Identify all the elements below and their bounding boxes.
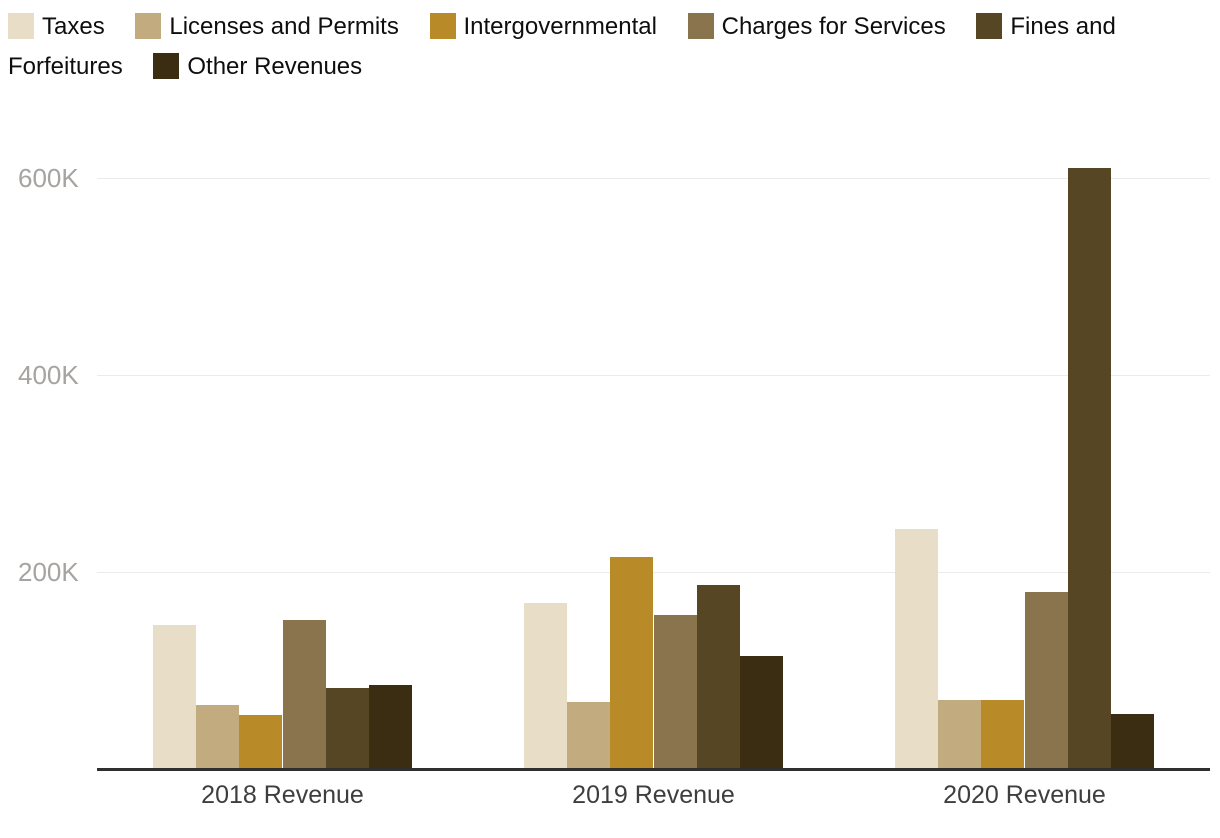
legend-swatch-charges-for-services (687, 13, 714, 39)
bar-other-revenues-2019-revenue (739, 655, 784, 769)
legend-label-licenses-and-permits: Licenses and Permits (169, 13, 399, 40)
legend-swatch-licenses-and-permits (135, 13, 162, 39)
bar-licenses-and-permits-2018-revenue (196, 704, 240, 769)
bar-licenses-and-permits-2019-revenue (567, 702, 611, 769)
legend-swatch-intergovernmental (429, 13, 456, 39)
bar-other-revenues-2018-revenue (368, 685, 413, 769)
gridline-600k (97, 177, 1210, 179)
legend-label-other-revenues: Other Revenues (187, 53, 363, 80)
legend-item-taxes[interactable]: Taxes (8, 13, 105, 40)
legend-item-licenses-and-permits[interactable]: Licenses and Permits (135, 13, 399, 40)
x-axis-line (97, 768, 1210, 771)
legend-swatch-other-revenues (153, 53, 180, 79)
gridline-200k (97, 571, 1210, 573)
legend-swatch-taxes (8, 13, 34, 39)
bar-other-revenues-2020-revenue (1110, 713, 1155, 769)
bar-taxes-2018-revenue (152, 625, 197, 769)
y-tick-label-600k: 600K (18, 163, 79, 193)
bar-fines-and-forfeitures-2018-revenue (325, 688, 369, 769)
bar-intergovernmental-2018-revenue (239, 714, 283, 769)
bar-taxes-2019-revenue (523, 602, 568, 769)
legend-item-fines-and-forfeitures[interactable]: Fines and Forfeitures (8, 13, 1116, 80)
legend-label-fines-and-forfeitures: Fines and Forfeitures (8, 13, 1116, 80)
legend-label-intergovernmental: Intergovernmental (463, 13, 657, 40)
y-tick-label-400k: 400K (18, 360, 79, 390)
bar-taxes-2020-revenue (894, 528, 939, 769)
legend-label-taxes: Taxes (42, 13, 105, 40)
bar-charges-for-services-2018-revenue (282, 620, 326, 769)
gridline-400k (97, 374, 1210, 376)
x-axis-label-2018-revenue: 2018 Revenue (201, 781, 364, 809)
bar-intergovernmental-2020-revenue (981, 700, 1025, 769)
bar-licenses-and-permits-2020-revenue (938, 700, 982, 769)
legend-item-other-revenues[interactable]: Other Revenues (153, 53, 362, 80)
legend-swatch-fines-and-forfeitures (976, 13, 1003, 39)
bar-intergovernmental-2019-revenue (610, 557, 654, 769)
bar-fines-and-forfeitures-2019-revenue (696, 584, 740, 769)
bar-charges-for-services-2019-revenue (653, 615, 697, 769)
legend-label-charges-for-services: Charges for Services (721, 13, 946, 40)
bar-charges-for-services-2020-revenue (1024, 591, 1068, 769)
y-tick-label-200k: 200K (18, 557, 79, 587)
x-axis-label-2020-revenue: 2020 Revenue (943, 781, 1106, 809)
legend-item-intergovernmental[interactable]: Intergovernmental (429, 13, 657, 40)
bar-fines-and-forfeitures-2020-revenue (1067, 168, 1111, 769)
legend-item-charges-for-services[interactable]: Charges for Services (687, 13, 946, 40)
x-axis-label-2019-revenue: 2019 Revenue (572, 781, 735, 809)
chart-legend: Taxes Licenses and Permits Intergovernme… (0, 0, 1220, 87)
